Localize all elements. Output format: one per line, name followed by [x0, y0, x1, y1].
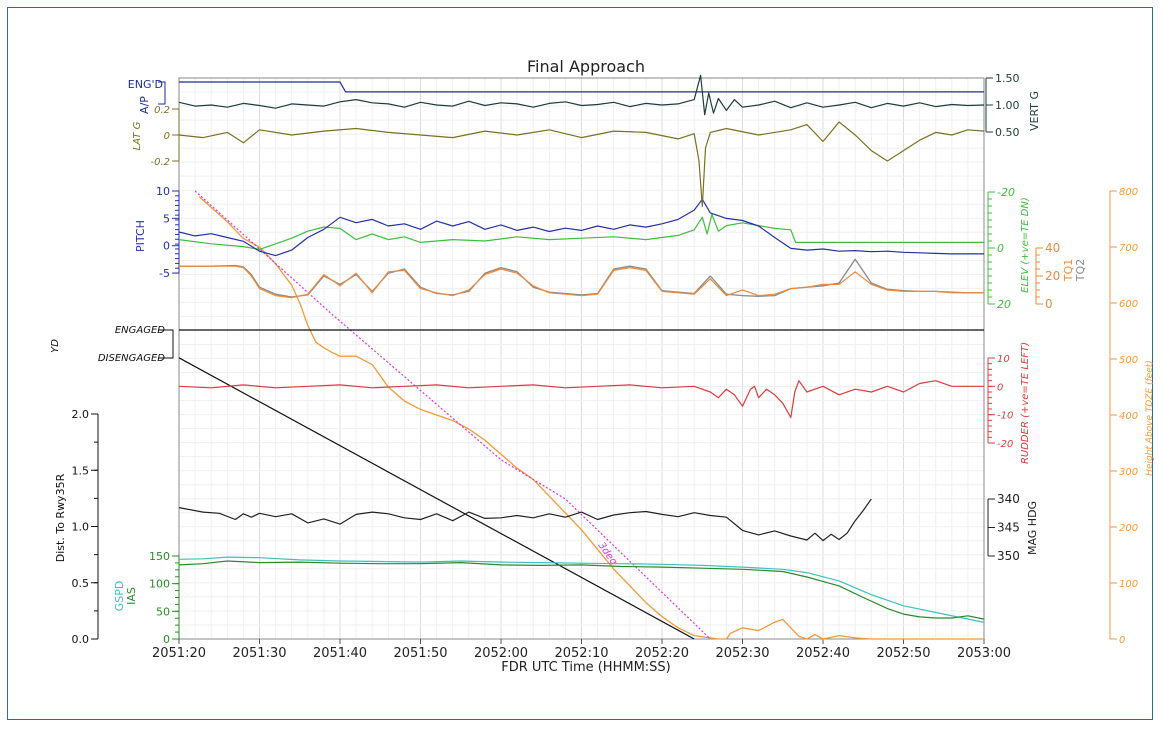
rudder-axis-tick-label: 10	[997, 354, 1010, 365]
gspd-axis-label: GSPD	[113, 581, 126, 612]
lat_g-axis-tick-label: -0.2	[150, 157, 170, 168]
lat_g-axis-tick-label: 0	[164, 131, 170, 142]
mag-hdg-axis-label: MAG HDG	[1026, 501, 1039, 555]
x-tick-label: 2051:50	[393, 646, 447, 661]
ias-axis-tick-label: 0	[163, 633, 170, 646]
tq1-axis-tick-label: 40	[1045, 241, 1060, 255]
dist-axis-tick-label: 1.5	[72, 464, 90, 477]
height-axis-tick-label: 700	[1119, 243, 1138, 254]
plot-grid	[178, 77, 985, 640]
pitch-axis-tick-label: 0	[163, 240, 170, 253]
yd-state-engaged: ENGAGED	[115, 325, 165, 336]
x-tick-label: 2051:40	[313, 646, 367, 661]
vert-g-series-line	[178, 74, 985, 116]
ias-axis-tick-label: 100	[149, 578, 170, 591]
ap-axis-bracket	[158, 81, 166, 105]
height-axis-tick-label: 600	[1119, 299, 1138, 310]
x-tick-label: 2052:00	[474, 646, 528, 661]
rudder-axis-tick-label: -10	[997, 411, 1013, 422]
height-axis-tick-label: 300	[1119, 467, 1138, 478]
x-tick-label: 2051:30	[232, 646, 286, 661]
series-lines	[178, 74, 985, 640]
x-tick-label: 2052:10	[554, 646, 608, 661]
yd-axis-bracket	[158, 329, 174, 359]
pitch-axis-tick-label: -5	[159, 267, 170, 280]
final-approach-chart: Final Approach FDR UTC Time (HHMM:SS) 20…	[50, 57, 1154, 675]
height-series-line	[198, 196, 984, 640]
x-tick-label: 2052:30	[715, 646, 769, 661]
yd-axis-label: YD	[50, 339, 61, 353]
height-axis-tick-label: 100	[1119, 579, 1138, 590]
ap-axis-label: A/P	[138, 96, 151, 114]
ias-series-line	[178, 560, 985, 620]
ap-state-engd: ENG'D	[128, 78, 163, 91]
vert_g-axis-tick-label: 0.50	[995, 126, 1020, 139]
height-axis-tick-label: 500	[1119, 355, 1138, 366]
height-axis-tick-label: 0	[1119, 635, 1125, 646]
elev-axis-label: ELEV (+ve=TE DN)	[1020, 197, 1031, 293]
height-axis-label: Height Above TDZE (feet)	[1145, 360, 1154, 476]
ap-series-line	[179, 81, 984, 93]
pitch-series-line	[178, 198, 984, 257]
gspd-series-line	[178, 556, 985, 623]
height-axis-tick-label: 400	[1119, 411, 1138, 422]
x-tick-label: 2053:00	[957, 646, 1011, 661]
x-tick-label: 2052:50	[876, 646, 930, 661]
lat-g-series-line	[178, 121, 985, 208]
height-axis-tick-label: 800	[1119, 187, 1138, 198]
ias-axis-tick-label: 50	[156, 605, 170, 618]
tq1-axis-label: TQ1	[1062, 259, 1075, 282]
x-axis-label: FDR UTC Time (HHMM:SS)	[501, 660, 671, 675]
rudder-series-line	[178, 380, 984, 419]
tq1-axis-tick-label: 0	[1045, 297, 1053, 311]
chart-title: Final Approach	[527, 57, 645, 76]
axes: 0.20-0.21.501.000.501050-5-2002040200100…	[72, 72, 1139, 646]
tq1-series-line	[179, 265, 984, 299]
mag-hdg-series-line	[178, 498, 872, 542]
dist-series-line	[178, 357, 695, 640]
x-tick-label: 2051:20	[152, 646, 206, 661]
dist-axis-label: Dist. To Rwy35R	[54, 473, 67, 562]
rudder-axis-label: RUDDER (+ve=TE LEFT)	[1020, 342, 1031, 464]
ias-axis-label: IAS	[125, 587, 138, 605]
pitch-axis-label: PITCH	[134, 220, 147, 252]
vert_g-axis-tick-label: 1.00	[995, 99, 1020, 112]
x-tick-label: 2052:40	[796, 646, 850, 661]
vert-g-axis-label: VERT G	[1028, 91, 1041, 131]
dist-axis-tick-label: 1.0	[72, 521, 90, 534]
elev-axis-tick-label: 0	[997, 242, 1004, 255]
elev-axis-tick-label: 20	[997, 298, 1011, 311]
mag_hdg-axis-tick-label: 345	[997, 521, 1020, 535]
dist-axis-tick-label: 0.5	[72, 577, 90, 590]
x-axis-ticks: 2051:20 2051:30 2051:40 2051:50 2052:00 2052:…	[152, 639, 1011, 661]
yd-state-disengaged: DISENGAGED	[98, 353, 165, 364]
dist-axis-tick-label: 2.0	[72, 408, 90, 421]
lat-g-axis-label: LAT G	[132, 121, 143, 150]
mag_hdg-axis-tick-label: 340	[997, 492, 1020, 506]
pitch-axis-tick-label: 5	[163, 212, 170, 225]
lat_g-axis-tick-label: 0.2	[154, 105, 170, 116]
dist-axis-tick-label: 0.0	[72, 633, 90, 646]
pitch-axis-tick-label: 10	[156, 185, 170, 198]
height-axis-tick-label: 200	[1119, 523, 1138, 534]
rudder-axis-tick-label: -20	[997, 439, 1013, 450]
tq1-axis-tick-label: 20	[1045, 269, 1060, 283]
mag_hdg-axis-tick-label: 350	[997, 549, 1020, 563]
ias-axis-tick-label: 150	[149, 550, 170, 563]
elev-series-line	[178, 213, 984, 250]
tq2-axis-label: TQ2	[1074, 259, 1087, 282]
vert_g-axis-tick-label: 1.50	[995, 72, 1020, 85]
glideslope-series-line	[194, 190, 711, 640]
elev-axis-tick-label: -20	[997, 186, 1015, 199]
rudder-axis-tick-label: 0	[997, 382, 1003, 393]
x-tick-label: 2052:20	[635, 646, 689, 661]
chart-frame: Final Approach FDR UTC Time (HHMM:SS) 20…	[7, 7, 1154, 720]
